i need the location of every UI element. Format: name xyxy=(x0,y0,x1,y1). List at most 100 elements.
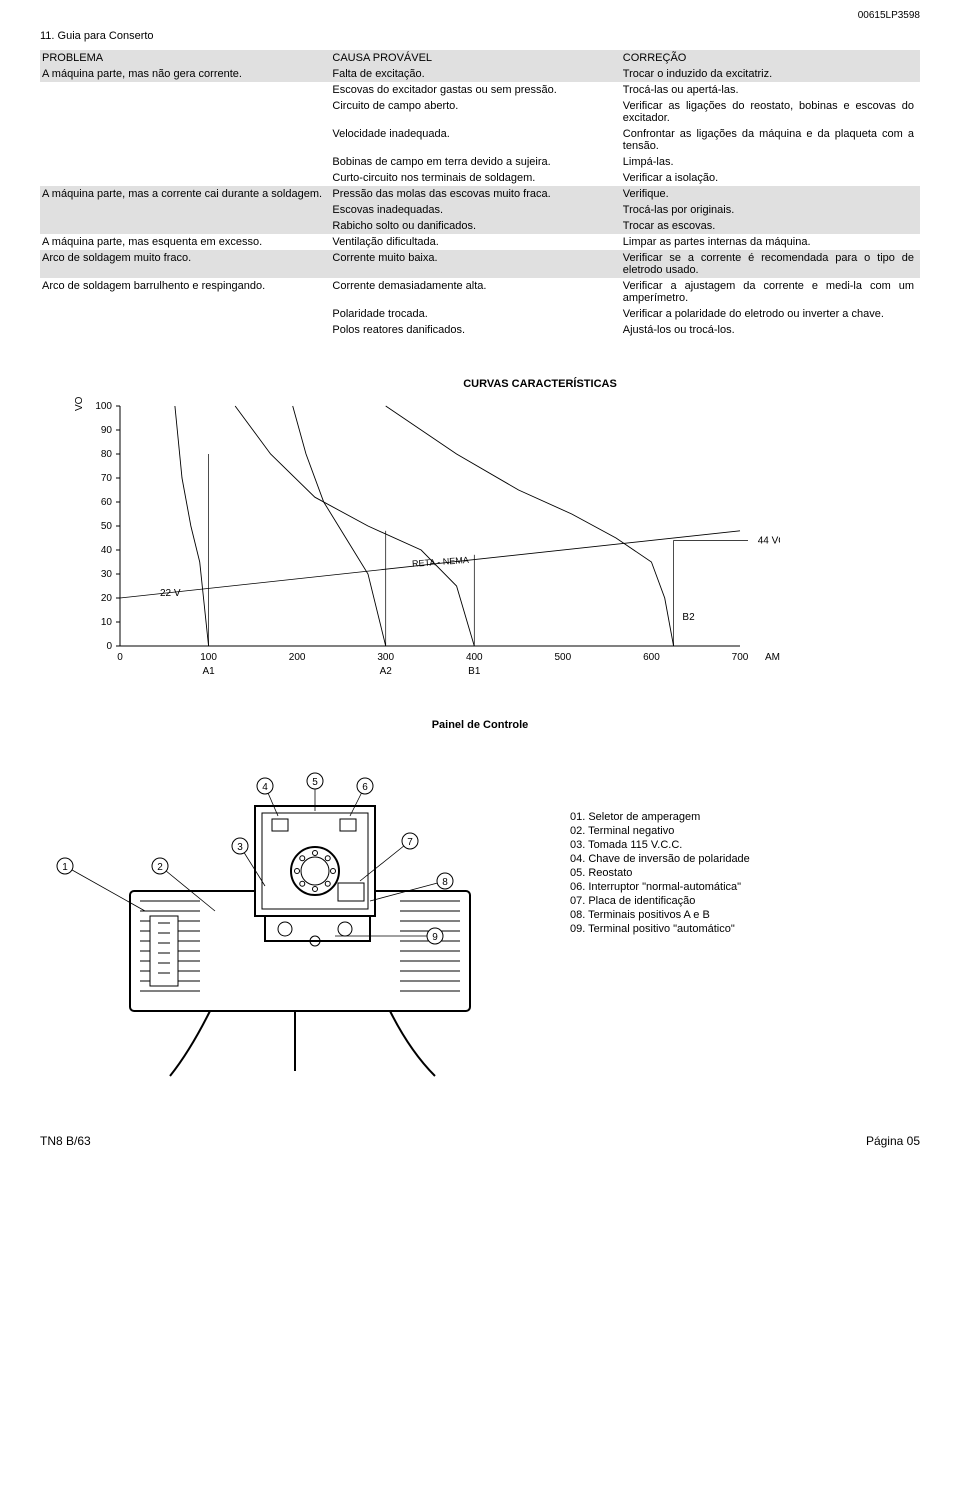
table-row: Circuito de campo aberto.Verificar as li… xyxy=(40,98,920,126)
legend-item: 07. Placa de identificação xyxy=(570,895,750,907)
table-cell: Verificar a isolação. xyxy=(621,170,920,186)
table-cell: Trocá-las ou apertá-las. xyxy=(621,82,920,98)
svg-text:9: 9 xyxy=(432,932,438,943)
table-cell: Limpar as partes internas da máquina. xyxy=(621,234,920,250)
svg-text:70: 70 xyxy=(101,473,113,484)
svg-text:600: 600 xyxy=(643,652,660,663)
table-row: A máquina parte, mas a corrente cai dura… xyxy=(40,186,920,202)
table-cell: Trocar as escovas. xyxy=(621,218,920,234)
chart-title: CURVAS CARACTERÍSTICAS xyxy=(160,378,920,390)
table-cell: Verificar se a corrente é recomendada pa… xyxy=(621,250,920,278)
table-row: Arco de soldagem barrulhento e respingan… xyxy=(40,278,920,306)
svg-text:1: 1 xyxy=(62,862,68,873)
table-cell: Polaridade trocada. xyxy=(330,306,620,322)
section-title: 11. Guia para Conserto xyxy=(40,30,920,42)
svg-text:10: 10 xyxy=(101,617,113,628)
svg-text:3: 3 xyxy=(237,842,243,853)
legend-item: 01. Seletor de amperagem xyxy=(570,811,750,823)
table-cell: Arco de soldagem barrulhento e respingan… xyxy=(40,278,330,306)
svg-text:400: 400 xyxy=(466,652,483,663)
legend-item: 09. Terminal positivo "automático" xyxy=(570,923,750,935)
table-cell: Arco de soldagem muito fraco. xyxy=(40,250,330,278)
footer-left: TN8 B/63 xyxy=(40,1134,91,1148)
panel-title: Painel de Controle xyxy=(40,719,920,731)
doc-code: 00615LP3598 xyxy=(858,10,920,21)
table-row: Rabicho solto ou danificados.Trocar as e… xyxy=(40,218,920,234)
legend-item: 02. Terminal negativo xyxy=(570,825,750,837)
table-cell: Curto-circuito nos terminais de soldagem… xyxy=(330,170,620,186)
table-cell: Verificar a polaridade do eletrodo ou in… xyxy=(621,306,920,322)
table-cell: Corrente muito baixa. xyxy=(330,250,620,278)
svg-text:80: 80 xyxy=(101,449,113,460)
table-cell xyxy=(40,98,330,126)
svg-text:200: 200 xyxy=(289,652,306,663)
table-cell: Limpá-las. xyxy=(621,154,920,170)
table-cell xyxy=(40,218,330,234)
svg-text:0: 0 xyxy=(117,652,123,663)
svg-text:0: 0 xyxy=(106,641,112,652)
table-row: Curto-circuito nos terminais de soldagem… xyxy=(40,170,920,186)
troubleshoot-table: PROBLEMA CAUSA PROVÁVEL CORREÇÃO A máqui… xyxy=(40,50,920,338)
table-cell: A máquina parte, mas não gera corrente. xyxy=(40,66,330,82)
characteristics-chart: 0102030405060708090100VOLTS0100200300400… xyxy=(40,396,780,696)
legend-item: 05. Reostato xyxy=(570,867,750,879)
svg-text:2: 2 xyxy=(157,862,163,873)
table-cell: Escovas do excitador gastas ou sem press… xyxy=(330,82,620,98)
table-row: Velocidade inadequada.Confrontar as liga… xyxy=(40,126,920,154)
table-row: Polaridade trocada.Verificar a polaridad… xyxy=(40,306,920,322)
svg-text:100: 100 xyxy=(95,401,112,412)
table-cell: Confrontar as ligações da máquina e da p… xyxy=(621,126,920,154)
table-row: Arco de soldagem muito fraco.Corrente mu… xyxy=(40,250,920,278)
col-header: CAUSA PROVÁVEL xyxy=(330,50,620,66)
svg-text:A1: A1 xyxy=(202,666,215,677)
svg-text:B2: B2 xyxy=(682,612,695,623)
table-cell: Escovas inadequadas. xyxy=(330,202,620,218)
table-cell: Verificar a ajustagem da corrente e medi… xyxy=(621,278,920,306)
legend-item: 08. Terminais positivos A e B xyxy=(570,909,750,921)
panel-legend: 01. Seletor de amperagem 02. Terminal neg… xyxy=(570,811,750,937)
table-cell: Polos reatores danificados. xyxy=(330,322,620,338)
svg-text:90: 90 xyxy=(101,425,113,436)
svg-text:AMP.: AMP. xyxy=(765,652,780,663)
svg-text:B1: B1 xyxy=(468,666,481,677)
svg-text:7: 7 xyxy=(407,837,413,848)
col-header: PROBLEMA xyxy=(40,50,330,66)
svg-text:300: 300 xyxy=(377,652,394,663)
svg-text:RETA - NEMA: RETA - NEMA xyxy=(412,555,469,569)
control-panel-diagram: 123456789 xyxy=(40,741,560,1081)
table-cell: Trocar o induzido da excitatriz. xyxy=(621,66,920,82)
table-cell: Pressão das molas das escovas muito frac… xyxy=(330,186,620,202)
table-cell xyxy=(40,170,330,186)
svg-text:22 V: 22 V xyxy=(160,588,181,599)
table-cell xyxy=(40,82,330,98)
col-header: CORREÇÃO xyxy=(621,50,920,66)
table-cell: Ventilação dificultada. xyxy=(330,234,620,250)
table-row: A máquina parte, mas esquenta em excesso… xyxy=(40,234,920,250)
svg-text:A2: A2 xyxy=(380,666,393,677)
table-cell xyxy=(40,126,330,154)
svg-text:VOLTS: VOLTS xyxy=(74,396,85,411)
table-cell: Corrente demasiadamente alta. xyxy=(330,278,620,306)
table-row: Escovas inadequadas.Trocá-las por origin… xyxy=(40,202,920,218)
svg-text:40: 40 xyxy=(101,545,113,556)
table-row: A máquina parte, mas não gera corrente.F… xyxy=(40,66,920,82)
table-cell: A máquina parte, mas esquenta em excesso… xyxy=(40,234,330,250)
svg-text:60: 60 xyxy=(101,497,113,508)
svg-text:4: 4 xyxy=(262,782,268,793)
svg-text:50: 50 xyxy=(101,521,113,532)
table-cell: Verifique. xyxy=(621,186,920,202)
legend-item: 03. Tomada 115 V.C.C. xyxy=(570,839,750,851)
svg-text:6: 6 xyxy=(362,782,368,793)
table-cell: A máquina parte, mas a corrente cai dura… xyxy=(40,186,330,202)
table-row: Polos reatores danificados.Ajustá-los ou… xyxy=(40,322,920,338)
footer-right: Página 05 xyxy=(866,1134,920,1148)
table-cell xyxy=(40,306,330,322)
table-header-row: PROBLEMA CAUSA PROVÁVEL CORREÇÃO xyxy=(40,50,920,66)
table-cell: Verificar as ligações do reostato, bobin… xyxy=(621,98,920,126)
legend-item: 04. Chave de inversão de polaridade xyxy=(570,853,750,865)
table-cell xyxy=(40,322,330,338)
table-row: Bobinas de campo em terra devido a sujei… xyxy=(40,154,920,170)
svg-text:44 VOLTS: 44 VOLTS xyxy=(758,535,780,546)
table-row: Escovas do excitador gastas ou sem press… xyxy=(40,82,920,98)
table-cell xyxy=(40,202,330,218)
